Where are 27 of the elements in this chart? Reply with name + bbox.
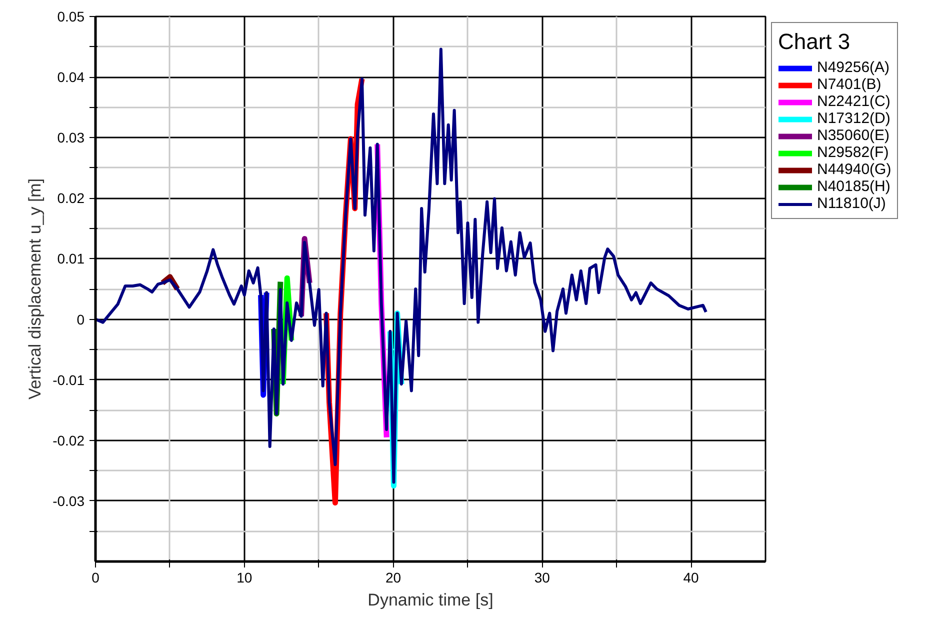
x-tick-label: 20 bbox=[385, 570, 402, 586]
x-tick-label: 10 bbox=[236, 570, 252, 586]
y-axis-title: Vertical displacement u_y [m] bbox=[26, 178, 45, 400]
legend-label: N44940(G) bbox=[817, 161, 892, 178]
y-tick-label: -0.03 bbox=[52, 492, 85, 509]
legend-label: N49256(A) bbox=[817, 59, 890, 76]
y-tick-label: -0.01 bbox=[52, 372, 85, 388]
legend-label: N17312(D) bbox=[817, 110, 890, 127]
y-tick-label: 0.01 bbox=[57, 250, 85, 267]
y-tick-label: 0.02 bbox=[57, 190, 85, 206]
x-tick-label: 40 bbox=[683, 570, 700, 586]
legend-label: N22421(C) bbox=[817, 93, 890, 110]
legend-label: N35060(E) bbox=[817, 127, 890, 144]
y-tick-label: 0.05 bbox=[57, 8, 85, 24]
y-tick-label: -0.02 bbox=[52, 432, 85, 448]
legend-title: Chart 3 bbox=[778, 29, 852, 55]
y-tick-label: 0.03 bbox=[57, 130, 85, 146]
line-series bbox=[96, 48, 708, 484]
legend-label: N29582(F) bbox=[817, 144, 889, 161]
legend-label: N40185(H) bbox=[817, 178, 890, 195]
y-tick-label: 0.04 bbox=[57, 69, 85, 86]
legend-label: N7401(B) bbox=[817, 76, 882, 93]
y-tick-label: 0 bbox=[76, 311, 85, 328]
legend-label: N11810(J) bbox=[817, 195, 886, 212]
x-axis-title: Dynamic time [s] bbox=[368, 590, 494, 610]
x-tick-label: 30 bbox=[534, 570, 550, 586]
x-tick-label: 0 bbox=[92, 570, 100, 586]
